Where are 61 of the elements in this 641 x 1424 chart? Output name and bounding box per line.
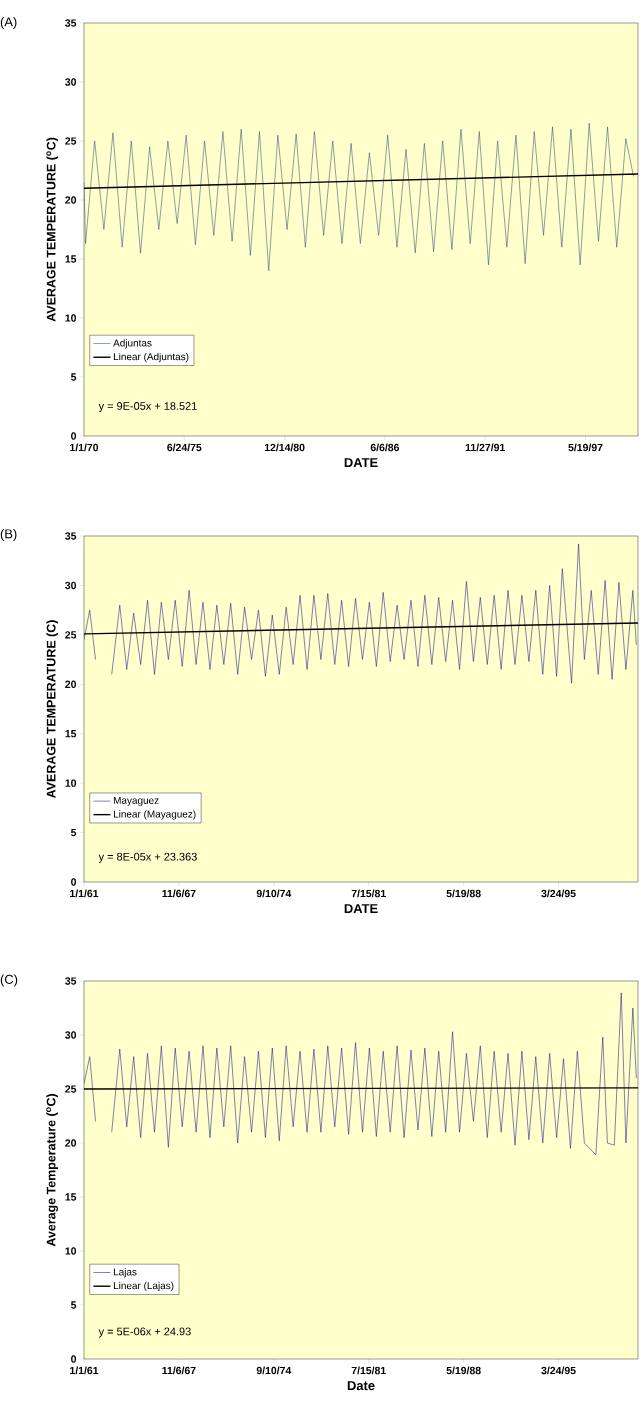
x-tick-label: 9/10/74	[256, 889, 292, 898]
y-tick-label: 0	[71, 432, 77, 440]
y-tick-label: 35	[65, 532, 77, 540]
y-tick-label: 30	[65, 1031, 77, 1039]
y-axis-title: AVERAGE TEMPERATURE ($^{o}$C)	[46, 137, 58, 322]
y-tick-label: 25	[65, 137, 77, 145]
x-tick-label: 6/24/75	[167, 443, 202, 452]
x-tick-label: 11/27/91	[465, 443, 505, 452]
x-tick-label: 11/6/67	[162, 1366, 196, 1375]
y-tick-label: 35	[65, 977, 77, 985]
chart-title: (B)	[0, 528, 17, 541]
x-tick-label: 9/10/74	[256, 1366, 292, 1375]
x-tick-label: 1/1/70	[70, 443, 99, 452]
x-tick-label: 5/19/88	[446, 1366, 481, 1375]
y-tick-label: 10	[65, 779, 77, 787]
legend-label: Linear (Lajas)	[113, 1281, 174, 1292]
y-tick-label: 15	[65, 730, 77, 738]
x-axis-title: DATE	[344, 458, 378, 468]
y-tick-label: 0	[71, 1355, 77, 1363]
x-tick-label: 3/24/95	[541, 1366, 576, 1375]
line-series	[84, 123, 634, 272]
x-tick-label: 6/6/86	[370, 443, 400, 452]
legend-label: Lajas	[113, 1268, 137, 1278]
x-tick-label: 7/15/81	[351, 889, 386, 898]
y-tick-label: 35	[65, 19, 77, 27]
chart-title: (A)	[0, 16, 17, 29]
y-tick-label: 5	[70, 373, 77, 381]
chart-title: (C)	[0, 974, 18, 987]
legend-label: Linear (Mayaguez)	[113, 810, 196, 820]
x-axis-title: DATE	[344, 904, 378, 914]
x-tick-label: 12/14/80	[264, 443, 305, 452]
y-tick-label: 20	[65, 680, 77, 688]
x-tick-label: 5/19/88	[446, 889, 481, 898]
x-tick-label: 3/24/95	[541, 889, 576, 898]
y-tick-label: 25	[65, 631, 77, 639]
y-tick-label: 30	[65, 78, 77, 86]
y-axis-title: AVERAGE TEMPERATURE (C)	[46, 620, 58, 799]
y-tick-label: 15	[65, 255, 77, 263]
y-tick-label: 20	[65, 196, 77, 204]
y-tick-label: 10	[65, 1247, 77, 1255]
y-tick-label: 20	[65, 1139, 77, 1147]
y-tick-label: 0	[71, 878, 77, 886]
annotation: y = 9E-05x + 18.521	[98, 402, 197, 413]
legend-label: Linear (Adjuntas)	[113, 352, 189, 363]
legend-label: Adjuntas	[113, 339, 152, 349]
x-tick-label: 7/15/81	[351, 1366, 386, 1375]
x-axis-title: Date	[347, 1381, 375, 1391]
x-tick-label: 11/6/67	[162, 889, 196, 898]
y-tick-label: 15	[65, 1193, 77, 1201]
x-tick-label: 5/19/97	[568, 443, 603, 452]
y-tick-label: 10	[65, 314, 77, 322]
y-axis-title: Average Temperature ($^{o}$C)	[46, 1094, 59, 1247]
y-tick-label: 30	[65, 581, 77, 590]
legend-label: Mayaguez	[113, 796, 159, 806]
annotation: y = 5E-06x + 24.93	[98, 1327, 191, 1338]
x-tick-label: 1/1/61	[70, 889, 99, 898]
y-tick-label: 5	[70, 828, 77, 837]
annotation: y = 8E-05x + 23.363	[98, 852, 197, 863]
x-tick-label: 1/1/61	[70, 1366, 99, 1375]
y-tick-label: 25	[65, 1085, 77, 1093]
y-tick-label: 5	[70, 1301, 77, 1309]
